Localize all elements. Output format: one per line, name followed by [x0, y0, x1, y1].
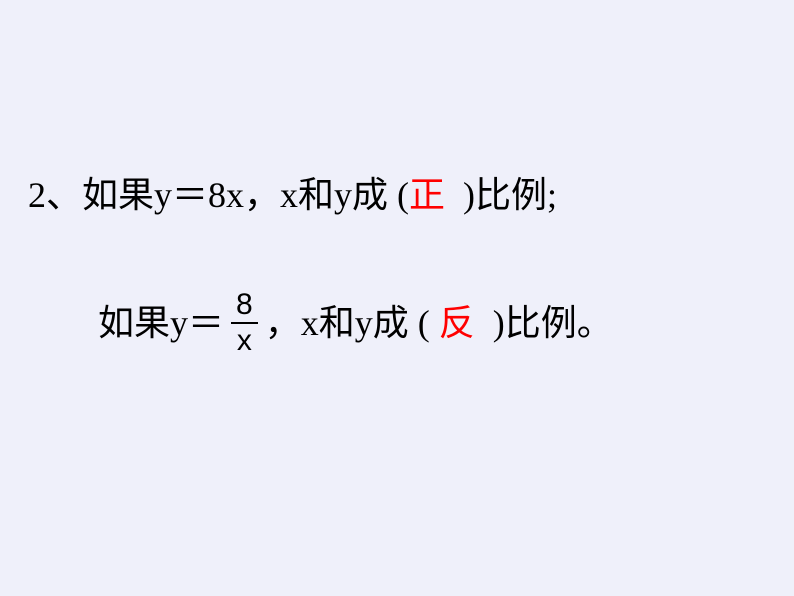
slide-content: 2、如果y＝8x，x和y成 (正 )比例; 如果y＝ 8 x ，x和y成 ( 反 …	[28, 170, 768, 356]
fraction-denominator: x	[231, 322, 258, 356]
line2-mid: ，x和y成 (	[265, 298, 430, 348]
question-line-2: 如果y＝ 8 x ，x和y成 ( 反 )比例。	[28, 290, 768, 356]
line2-answer: 反	[439, 298, 475, 348]
line1-answer: 正	[409, 175, 445, 215]
question-line-1: 2、如果y＝8x，x和y成 (正 )比例;	[28, 170, 768, 220]
line2-suffix: )比例。	[493, 298, 613, 348]
line1-prefix: 2、如果y＝8x，x和y成 (	[28, 175, 409, 215]
fraction-numerator: 8	[230, 290, 259, 322]
line1-suffix: )比例;	[463, 175, 557, 215]
line2-prefix: 如果y＝	[98, 298, 224, 348]
fraction: 8 x	[230, 290, 259, 356]
